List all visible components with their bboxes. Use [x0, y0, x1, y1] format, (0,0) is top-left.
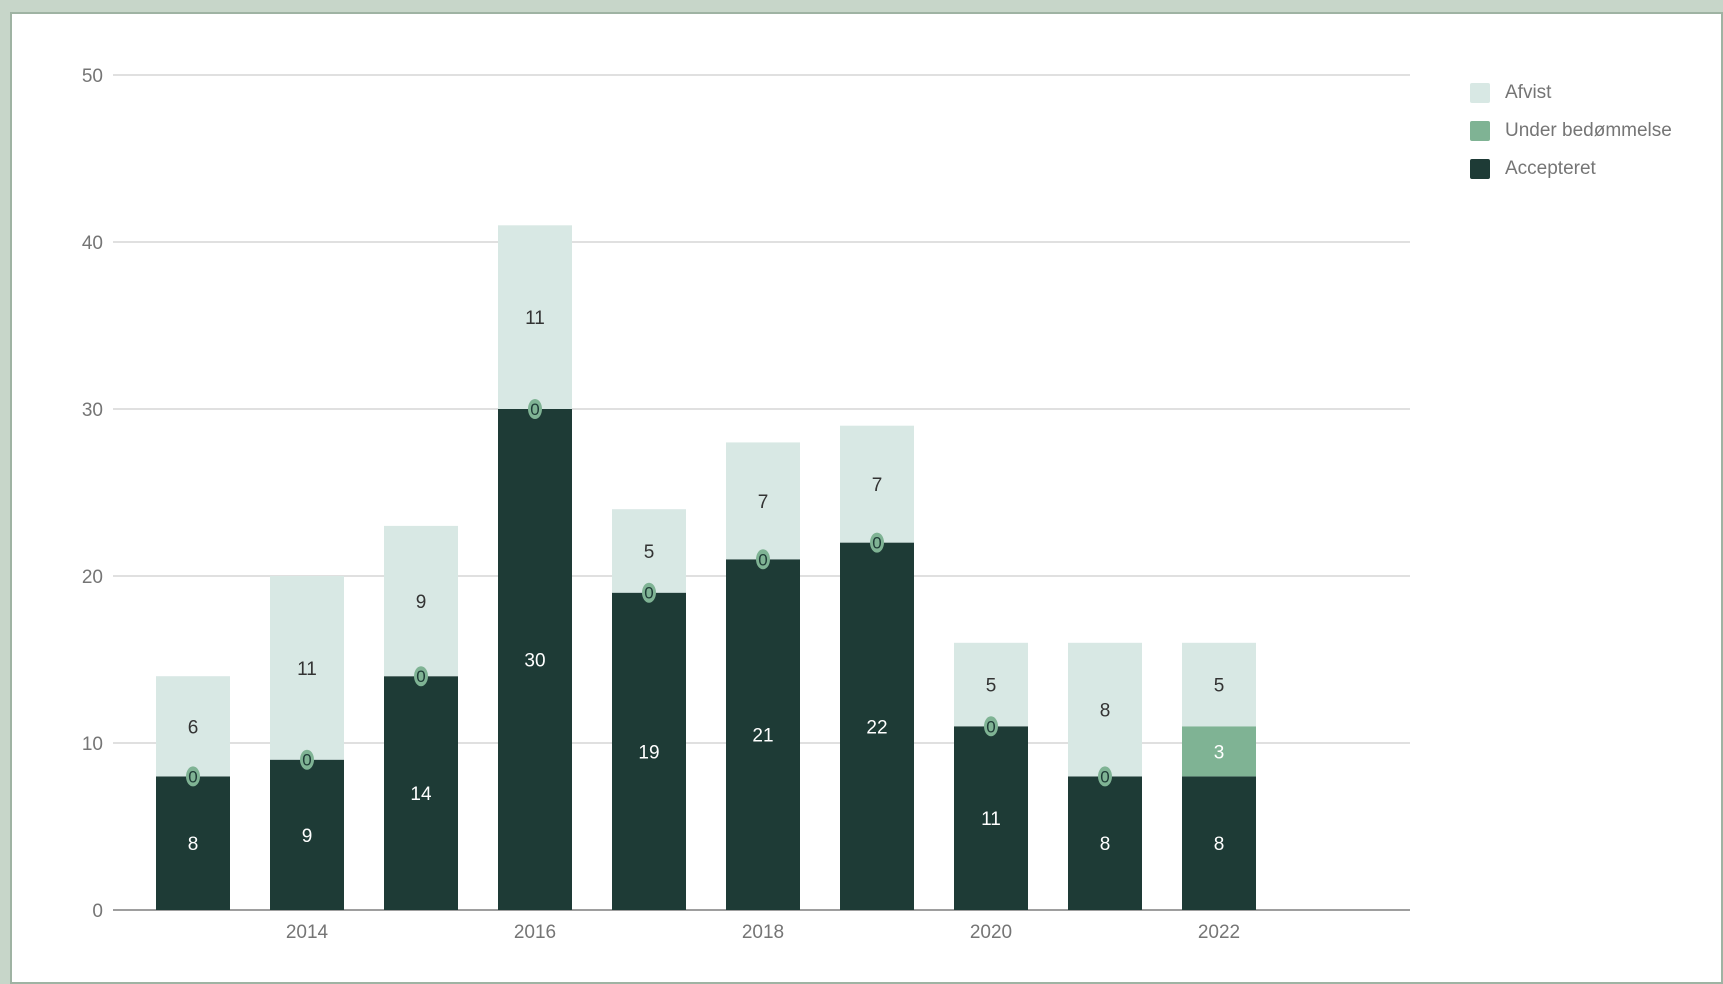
data-label: 5 [1214, 676, 1225, 697]
bar-segment [726, 442, 800, 560]
bar-segment [270, 576, 344, 760]
legend-item: Under bedømmelse [1470, 112, 1672, 150]
data-label: 14 [410, 784, 432, 805]
x-tick-label: 2022 [1198, 922, 1240, 943]
bar-segment [498, 225, 572, 409]
bar-segment [1182, 642, 1256, 727]
data-label: 7 [758, 492, 769, 513]
x-tick-label: 2016 [514, 922, 556, 943]
x-tick-label: 2018 [742, 922, 784, 943]
data-label: 3 [1214, 742, 1225, 763]
legend-label: Accepteret [1505, 158, 1596, 179]
bar-segment [954, 642, 1028, 727]
data-label: 0 [872, 534, 881, 553]
data-label: 5 [644, 542, 655, 563]
y-tick-label: 30 [82, 400, 103, 421]
y-tick-label: 40 [82, 233, 103, 254]
bar-segment [270, 759, 344, 910]
bar-segment [840, 425, 914, 543]
data-label: 0 [986, 717, 995, 736]
data-label: 7 [872, 475, 883, 496]
legend-label: Under bedømmelse [1505, 120, 1672, 141]
data-label-badge [1098, 766, 1112, 787]
data-label-badge [528, 399, 542, 419]
data-label: 0 [644, 584, 653, 603]
bar-segment [612, 509, 686, 593]
legend-label: Afvist [1505, 82, 1552, 103]
y-tick-label: 10 [82, 734, 103, 755]
data-label: 6 [188, 717, 199, 738]
data-label: 0 [188, 767, 197, 786]
legend-item: Accepteret [1470, 150, 1672, 188]
data-label: 0 [302, 751, 311, 770]
bar-segment [384, 676, 458, 910]
x-tick-label: 2014 [286, 922, 329, 943]
y-tick-label: 20 [82, 567, 103, 588]
data-label: 8 [1100, 701, 1111, 722]
data-label: 21 [752, 726, 773, 747]
bar-segment [840, 542, 914, 910]
bar-segment [726, 559, 800, 910]
data-label-badge [870, 532, 884, 553]
data-label: 8 [1100, 834, 1111, 855]
legend-swatch [1470, 121, 1490, 141]
data-label: 0 [758, 550, 767, 569]
data-label: 0 [416, 667, 425, 686]
data-label-badge [642, 582, 656, 603]
legend-item: Afvist [1470, 74, 1672, 112]
data-label: 11 [981, 809, 1001, 830]
data-label-badge [300, 749, 314, 770]
legend-swatch [1470, 83, 1490, 103]
data-label: 19 [638, 742, 659, 763]
chart-legend: Afvist Under bedømmelse Accepteret [1470, 74, 1672, 188]
bar-segment [1068, 642, 1142, 777]
x-tick-label: 2020 [970, 922, 1012, 943]
y-tick-label: 0 [92, 901, 103, 922]
data-label: 0 [530, 400, 539, 419]
bar-segment [384, 525, 458, 677]
bar-segment [1182, 726, 1256, 777]
bar-segment [954, 726, 1028, 910]
legend-swatch [1470, 159, 1490, 179]
data-label-badge [756, 549, 770, 570]
bar-segment [612, 592, 686, 910]
data-label: 5 [986, 676, 997, 697]
bar-segment [1182, 776, 1256, 910]
bar-segment [498, 409, 572, 910]
data-label-badge [186, 766, 200, 787]
data-label-badge [984, 716, 998, 737]
bar-segment [1068, 776, 1142, 910]
data-label: 9 [302, 826, 313, 847]
data-label: 30 [524, 651, 545, 672]
data-label: 8 [1214, 834, 1225, 855]
data-label: 8 [188, 834, 199, 855]
data-label: 9 [416, 592, 427, 613]
data-label: 22 [866, 717, 887, 738]
data-label: 11 [297, 659, 317, 680]
bar-segment [156, 676, 230, 777]
data-label: 0 [1100, 767, 1109, 786]
data-label: 11 [525, 308, 545, 329]
bar-segment [156, 776, 230, 910]
y-tick-label: 50 [82, 66, 103, 87]
data-label-badge [414, 666, 428, 687]
